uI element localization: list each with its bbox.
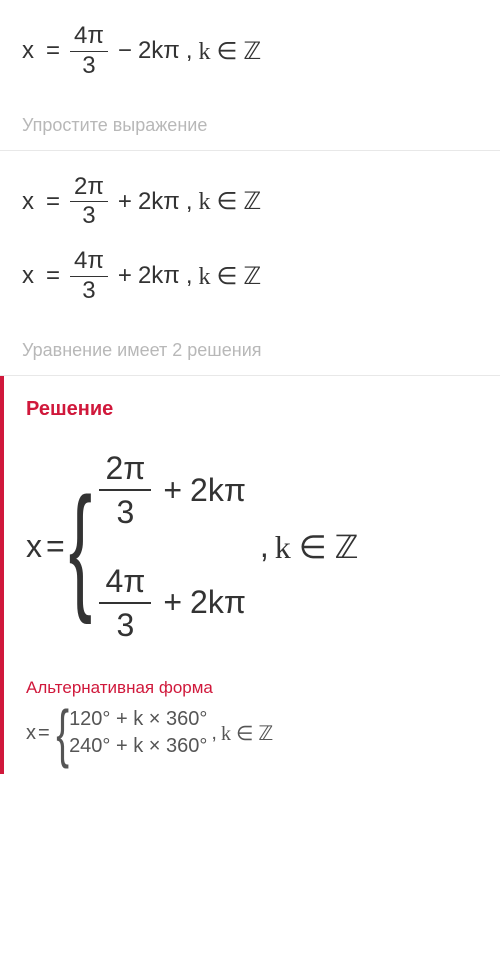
sol-lhs: x bbox=[26, 528, 42, 565]
equation-block-2: x = 2π 3 + 2kπ , k ∈ ℤ x = 4π 3 + 2kπ , … bbox=[0, 151, 500, 328]
eq3-condition: k ∈ ℤ bbox=[199, 262, 262, 291]
alt-left-brace-icon: { bbox=[56, 709, 69, 757]
sol1-operator: + bbox=[163, 472, 182, 509]
sol1-denominator: 3 bbox=[110, 491, 140, 533]
alt-line-1: 120° + k × 360° bbox=[69, 708, 207, 731]
sol-equals: = bbox=[46, 528, 65, 565]
eq3-fraction: 4π 3 bbox=[70, 247, 108, 306]
sol1-fraction: 2π 3 bbox=[99, 447, 151, 534]
alt-lhs: x bbox=[26, 722, 36, 745]
hint-simplify: Упростите выражение bbox=[0, 103, 500, 151]
eq1-term: 2kπ bbox=[138, 37, 180, 65]
sol2-denominator: 3 bbox=[110, 604, 140, 646]
eq2-condition: k ∈ ℤ bbox=[199, 187, 262, 216]
alt-equals: = bbox=[38, 722, 50, 745]
eq3-numerator: 4π bbox=[70, 247, 108, 277]
eq3-comma: , bbox=[186, 262, 193, 290]
eq1-denominator: 3 bbox=[78, 52, 99, 81]
eq1-comma: , bbox=[186, 37, 193, 65]
alt-comma: , bbox=[211, 722, 217, 745]
eq3-operator: + bbox=[118, 262, 132, 290]
sol-brace-group: { 2π 3 + 2kπ 4π 3 + 2kπ bbox=[69, 447, 246, 647]
sol2-numerator: 4π bbox=[99, 560, 151, 604]
eq1-numerator: 4π bbox=[70, 22, 108, 52]
solution-equation: x = { 2π 3 + 2kπ 4π 3 + bbox=[26, 447, 480, 647]
eq2-operator: + bbox=[118, 188, 132, 216]
sol2-fraction: 4π 3 bbox=[99, 560, 151, 647]
solution-title: Решение bbox=[26, 398, 480, 421]
alt-condition: k ∈ ℤ bbox=[221, 721, 273, 746]
equation-3: x = 4π 3 + 2kπ , k ∈ ℤ bbox=[22, 239, 480, 314]
left-brace-icon: { bbox=[68, 491, 91, 603]
eq1-condition: k ∈ ℤ bbox=[199, 37, 262, 66]
sol-comma: , bbox=[260, 528, 269, 565]
eq3-equals: = bbox=[46, 262, 60, 290]
eq3-term: 2kπ bbox=[138, 262, 180, 290]
hint-two-solutions: Уравнение имеет 2 решения bbox=[0, 328, 500, 376]
equation-block-1: x = 4π 3 − 2kπ , k ∈ ℤ bbox=[0, 0, 500, 103]
eq1-lhs: x bbox=[22, 37, 34, 65]
eq2-equals: = bbox=[46, 188, 60, 216]
alt-brace-content: 120° + k × 360° 240° + k × 360° bbox=[69, 708, 207, 758]
sol2-term: 2kπ bbox=[190, 584, 246, 621]
eq1-operator: − bbox=[118, 37, 132, 65]
sol-line-1: 2π 3 + 2kπ bbox=[95, 447, 245, 534]
sol-brace-content: 2π 3 + 2kπ 4π 3 + 2kπ bbox=[95, 447, 245, 647]
sol1-term: 2kπ bbox=[190, 472, 246, 509]
sol2-operator: + bbox=[163, 584, 182, 621]
sol-condition: k ∈ ℤ bbox=[275, 528, 359, 566]
equation-2: x = 2π 3 + 2kπ , k ∈ ℤ bbox=[22, 165, 480, 240]
eq2-lhs: x bbox=[22, 188, 34, 216]
eq2-numerator: 2π bbox=[70, 173, 108, 203]
alternative-equation: x = { 120° + k × 360° 240° + k × 360° , … bbox=[26, 708, 480, 758]
alternative-title: Альтернативная форма bbox=[26, 678, 480, 698]
eq2-term: 2kπ bbox=[138, 188, 180, 216]
alt-line-2: 240° + k × 360° bbox=[69, 735, 207, 758]
eq2-fraction: 2π 3 bbox=[70, 173, 108, 232]
eq1-fraction: 4π 3 bbox=[70, 22, 108, 81]
equation-1: x = 4π 3 − 2kπ , k ∈ ℤ bbox=[22, 14, 480, 89]
eq1-equals: = bbox=[46, 37, 60, 65]
sol1-numerator: 2π bbox=[99, 447, 151, 491]
eq3-lhs: x bbox=[22, 262, 34, 290]
eq3-denominator: 3 bbox=[78, 277, 99, 306]
solution-box: Решение x = { 2π 3 + 2kπ 4π 3 bbox=[0, 376, 500, 775]
eq2-comma: , bbox=[186, 188, 193, 216]
sol-line-2: 4π 3 + 2kπ bbox=[95, 560, 245, 647]
eq2-denominator: 3 bbox=[78, 202, 99, 231]
